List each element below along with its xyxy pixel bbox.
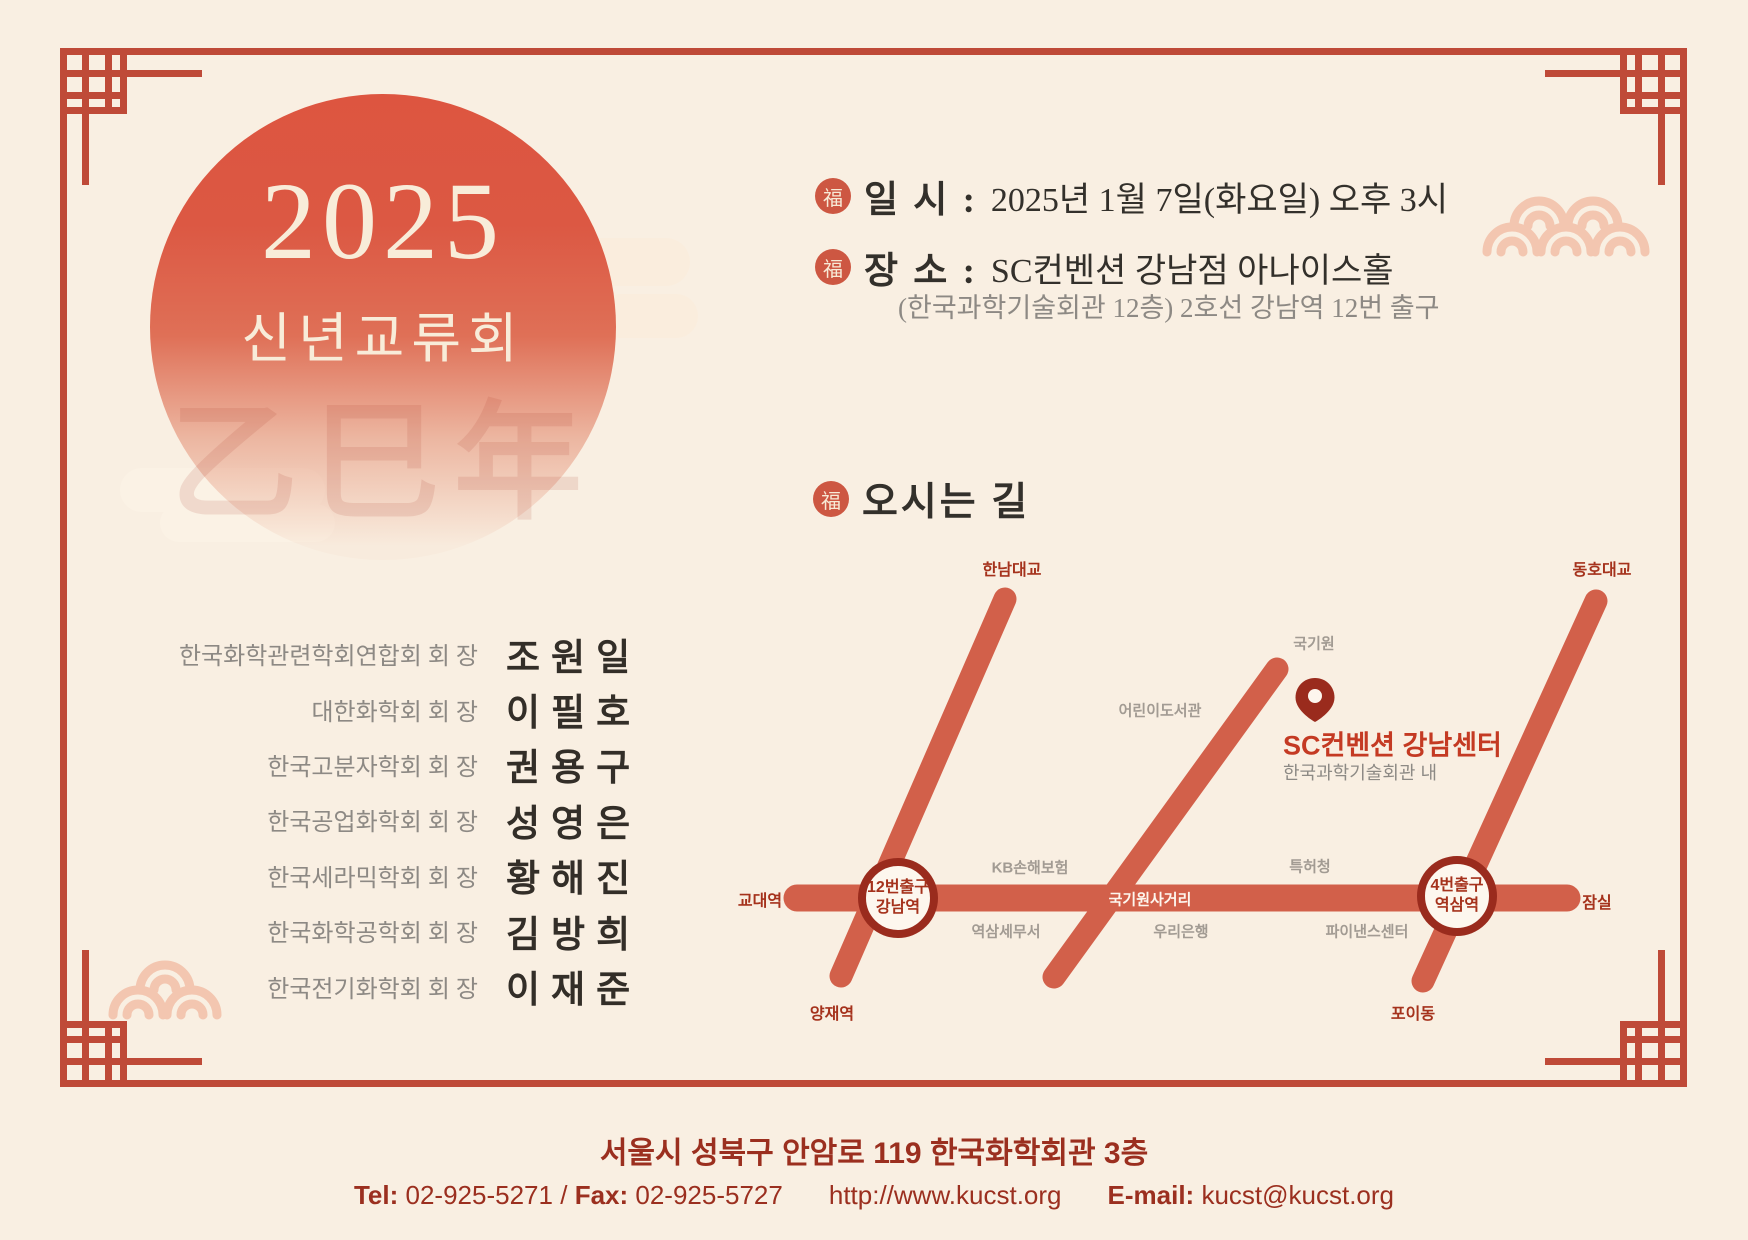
president-row: 한국세라믹학회 회 장 황해진 [126, 848, 646, 903]
president-org: 한국화학관련학회연합회 회 장 [178, 644, 478, 671]
president-name: 이필호 [506, 693, 642, 735]
venue-value: SC컨벤션 강남점 아나이스홀 [990, 252, 1394, 290]
road-diagonal-gukgiwon [1042, 657, 1289, 989]
venue-pin-icon [1295, 678, 1335, 722]
tel-label: Tel: [353, 1180, 399, 1210]
footer-address: 서울시 성북구 안암로 119 한국화학회관 3층 [599, 1137, 1149, 1170]
map-label-children-library: 어린이도서관 [1118, 702, 1202, 720]
map-label-patent-office: 특허청 [1289, 858, 1331, 876]
station-exit: 12번출구 [867, 879, 929, 896]
president-org: 한국전기화학회 회 장 [267, 976, 478, 1003]
map-label-poi-dong: 포이동 [1390, 1006, 1436, 1023]
president-row: 한국전기화학회 회 장 이재준 [126, 958, 646, 1013]
station-exit: 4번출구 [1430, 877, 1484, 894]
fax-number: 02-925-5727 [635, 1180, 783, 1210]
datetime-row: 福 일 시 : 2025년 1월 7일(화요일) 오후 3시 [815, 169, 1448, 223]
datetime-label: 일 시 : [864, 180, 978, 221]
president-name: 권용구 [506, 748, 642, 790]
station-circle-yeoksam [1417, 856, 1497, 936]
directions-heading-row: 福 오시는 길 [813, 471, 1030, 527]
venue-subtext: (한국과학기술회관 12층) 2호선 강남역 12번 출구 [898, 293, 1440, 323]
map-label-finance-center: 파이낸스센터 [1325, 923, 1409, 941]
datetime-value: 2025년 1월 7일(화요일) 오후 3시 [990, 181, 1449, 219]
president-row: 한국화학공학회 회 장 김방희 [126, 903, 646, 958]
map-label-gukgiwon: 국기원 [1293, 635, 1335, 653]
president-name: 김방희 [506, 914, 642, 956]
map-label-gukgiwon-intersection: 국기원사거리 [1108, 891, 1192, 909]
map-label-kb-insurance: KB손해보험 [991, 859, 1069, 877]
map-label-yangjae-station: 양재역 [809, 1006, 855, 1023]
president-row: 한국고분자학회 회 장 권용구 [126, 737, 646, 792]
footer-website: http://www.kucst.org [828, 1180, 1062, 1210]
president-org: 한국공업화학회 회 장 [267, 810, 478, 837]
wave-decoration-top-right [1482, 196, 1650, 257]
presidents-list: 한국화학관련학회연합회 회 장 조원일 대한화학회 회 장 이필호 한국고분자학… [126, 626, 646, 1014]
event-title: 신년교류회 [241, 309, 525, 369]
email-label: E-mail: [1107, 1180, 1195, 1210]
president-org: 한국고분자학회 회 장 [267, 754, 478, 781]
president-name: 조원일 [506, 637, 642, 679]
footer-contacts: Tel: 02-925-5271 / Fax: 02-925-5727 http… [0, 1180, 1748, 1211]
fortune-badge-icon: 福 [813, 481, 849, 517]
fax-label: Fax: [574, 1180, 629, 1210]
map-label-woori-bank: 우리은행 [1153, 923, 1209, 941]
station-label-gangnam: 12번출구 강남역 [867, 878, 929, 918]
president-org: 한국세라믹학회 회 장 [267, 865, 478, 892]
directions-title: 오시는 길 [862, 481, 1031, 524]
president-org: 대한화학회 회 장 [311, 699, 478, 726]
president-row: 한국공업화학회 회 장 성영은 [126, 792, 646, 847]
tel-fax-separator: / [560, 1180, 568, 1210]
footer-email: E-mail: kucst@kucst.org [1108, 1180, 1394, 1211]
map-label-venue-name: SC컨벤션 강남센터 [1283, 730, 1502, 761]
president-name: 이재준 [506, 970, 642, 1012]
fortune-badge-icon: 福 [815, 178, 851, 214]
tel-number: 02-925-5271 [405, 1180, 553, 1210]
president-name: 성영은 [506, 803, 642, 845]
wave-decoration-bottom-left [108, 960, 222, 1020]
map-label-tax-office: 역삼세무서 [971, 923, 1041, 941]
station-name: 역삼역 [1434, 897, 1480, 914]
president-name: 황해진 [506, 859, 642, 901]
map-label-gyodae-station: 교대역 [737, 893, 783, 910]
zodiac-watermark: 乙巳年 [169, 393, 596, 535]
venue-label: 장 소 : [864, 251, 978, 292]
event-year: 2025 [261, 160, 505, 282]
station-circle-gangnam [858, 858, 938, 938]
president-row: 대한화학회 회 장 이필호 [126, 681, 646, 736]
footer-phone-fax: Tel: 02-925-5271 / Fax: 02-925-5727 [354, 1180, 783, 1211]
map-label-jamsil: 잠실 [1582, 895, 1612, 912]
email-address: kucst@kucst.org [1201, 1180, 1394, 1210]
president-row: 한국화학관련학회연합회 회 장 조원일 [126, 626, 646, 681]
station-name: 강남역 [875, 899, 921, 916]
venue-row: 福 장 소 : SC컨벤션 강남점 아나이스홀 [815, 240, 1394, 294]
station-label-yeoksam: 4번출구 역삼역 [1430, 876, 1483, 916]
fortune-badge-icon: 福 [815, 249, 851, 285]
president-org: 한국화학공학회 회 장 [267, 921, 478, 948]
year-sun-circle: 乙巳年 2025 신년교류회 [150, 94, 616, 560]
map-label-dongho-bridge: 동호대교 [1572, 562, 1632, 579]
map-label-hannam-bridge: 한남대교 [982, 562, 1042, 579]
map-label-venue-note: 한국과학기술회관 내 [1283, 763, 1438, 783]
